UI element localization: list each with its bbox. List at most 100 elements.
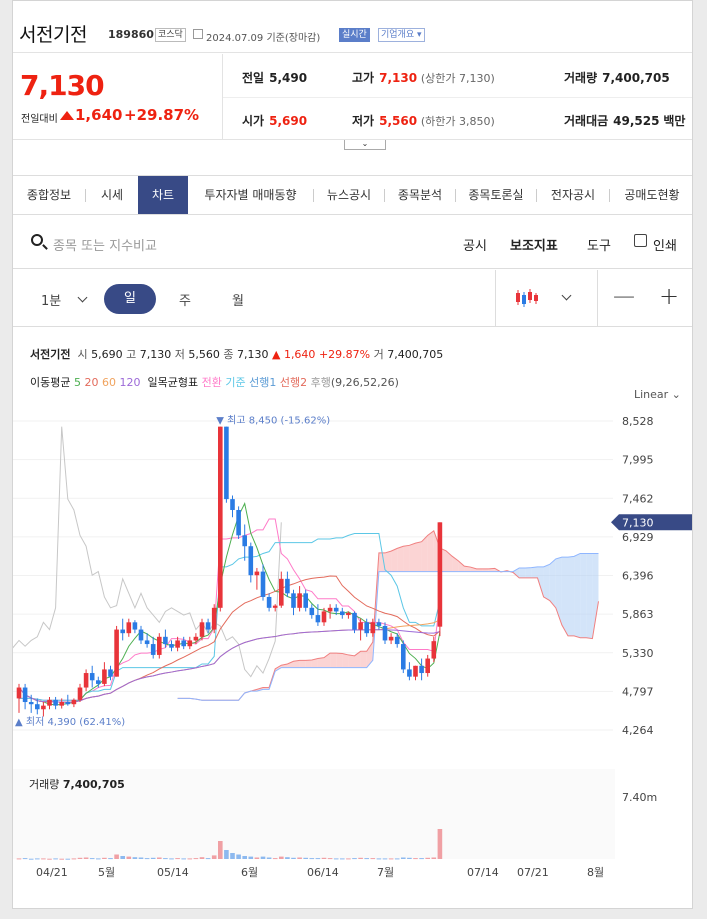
printer-icon[interactable] bbox=[634, 234, 647, 247]
tab-filings[interactable]: 전자공시 bbox=[550, 188, 596, 202]
volume-bar bbox=[419, 858, 424, 860]
volume-bar bbox=[333, 858, 339, 860]
zoom-out-button[interactable]: — bbox=[613, 284, 635, 309]
candle-chart-type-icon[interactable] bbox=[515, 287, 541, 309]
chevron-down-icon[interactable] bbox=[77, 292, 88, 303]
candle-body bbox=[41, 705, 46, 710]
realtime-button[interactable]: 실시간 bbox=[339, 28, 370, 42]
candle-body bbox=[340, 611, 345, 616]
expand-toggle-button[interactable]: ⌄ bbox=[344, 140, 386, 150]
y-tick-label: 4,264 bbox=[622, 724, 654, 737]
ichimoku-cloud bbox=[476, 568, 483, 572]
volume-bar bbox=[327, 858, 333, 860]
volume-bar bbox=[77, 857, 83, 859]
volume-bar bbox=[157, 857, 162, 859]
volume-bar bbox=[199, 857, 205, 859]
candle-body bbox=[285, 578, 290, 594]
ichimoku-cloud bbox=[403, 545, 410, 572]
ichimoku-cloud bbox=[543, 564, 550, 601]
ichimoku-cloud bbox=[354, 651, 361, 668]
period-minute[interactable]: 1분 bbox=[41, 294, 62, 309]
volume-bar bbox=[132, 857, 138, 859]
period-month[interactable]: 월 bbox=[232, 294, 244, 309]
volume-bar bbox=[169, 858, 174, 860]
tab-analysis[interactable]: 종목분석 bbox=[397, 188, 443, 202]
ichimoku-cloud bbox=[482, 568, 489, 572]
ichimoku-cloud bbox=[415, 541, 422, 572]
candle-body bbox=[22, 687, 28, 703]
tab-investor-trading[interactable]: 투자자별 매매동향 bbox=[204, 188, 297, 202]
candle-body bbox=[163, 636, 168, 645]
candle-body bbox=[102, 669, 107, 684]
candle-body bbox=[358, 622, 363, 630]
candle-body bbox=[169, 644, 174, 648]
candle-body bbox=[132, 622, 138, 630]
up-arrow-icon bbox=[60, 111, 74, 120]
volume-bar bbox=[437, 829, 443, 859]
volume-bar bbox=[193, 858, 199, 860]
zoom-in-button[interactable]: + bbox=[659, 282, 680, 310]
candle-body bbox=[59, 702, 64, 706]
volume-bar bbox=[260, 856, 266, 859]
candle-body bbox=[382, 625, 388, 641]
volume-bar bbox=[254, 857, 260, 859]
ichimoku-cloud bbox=[470, 567, 477, 572]
tab-news[interactable]: 뉴스공시 bbox=[326, 188, 372, 202]
ichimoku-cloud bbox=[580, 553, 587, 638]
candle-body bbox=[425, 658, 430, 674]
quote-volume: 거래량 7,400,705 bbox=[564, 71, 670, 85]
draw-tool-button[interactable]: 도구 bbox=[587, 239, 611, 254]
disclosure-button[interactable]: 공시 bbox=[463, 239, 487, 254]
company-info-button[interactable]: 기업개요 ▾ bbox=[378, 28, 425, 42]
candle-body bbox=[315, 615, 321, 623]
compare-search-input[interactable]: 종목 또는 지수비교 bbox=[53, 239, 157, 254]
ichimoku-cloud bbox=[561, 557, 568, 636]
min-price-label: ▲ 최저 4,390 (62.41%) bbox=[15, 716, 125, 728]
candle-body bbox=[413, 665, 418, 677]
chart-type-chevron-icon[interactable] bbox=[561, 290, 572, 301]
tab-quotes[interactable]: 시세 bbox=[100, 188, 124, 202]
quote-date: 2024.07.09 기준(장마감) bbox=[206, 33, 321, 44]
candle-body bbox=[333, 607, 339, 612]
tab-chart[interactable]: 차트 bbox=[138, 176, 188, 214]
volume-bar bbox=[218, 841, 223, 859]
price-chart[interactable]: 8,528 7,995 7,462 6,929 6,396 5,863 5,330 4,797… bbox=[13, 401, 693, 909]
ichimoku-cloud bbox=[458, 560, 465, 572]
x-tick-label: 6월 bbox=[241, 866, 258, 879]
ichimoku-cloud bbox=[549, 558, 556, 608]
volume-bar bbox=[388, 858, 394, 860]
candle-body bbox=[419, 665, 424, 674]
ichimoku-cloud bbox=[342, 653, 349, 668]
ichimoku-cloud bbox=[409, 543, 416, 572]
candle-body bbox=[199, 622, 205, 637]
ichimoku-cloud bbox=[397, 546, 404, 572]
tab-discussion[interactable]: 종목토론실 bbox=[468, 188, 524, 202]
volume-bar bbox=[181, 858, 186, 860]
price-summary: 7,130 전일대비 1,640 +29.87% 전일 5,490 고가 7,130… bbox=[13, 54, 692, 140]
candle-body bbox=[297, 593, 302, 608]
period-day[interactable]: 일 bbox=[104, 284, 156, 314]
ichimoku-cloud bbox=[464, 566, 471, 572]
print-button[interactable]: 인쇄 bbox=[653, 239, 677, 254]
volume-bar bbox=[138, 857, 144, 859]
candle-body bbox=[157, 636, 162, 655]
scale-mode-dropdown[interactable]: Linear ⌄ bbox=[634, 388, 681, 401]
ichimoku-cloud bbox=[275, 665, 282, 672]
volume-bar bbox=[425, 857, 430, 859]
volume-bar bbox=[413, 858, 418, 860]
volume-bar bbox=[22, 858, 28, 860]
ichimoku-cloud bbox=[568, 556, 575, 636]
tab-short-selling[interactable]: 공매도현황 bbox=[624, 188, 680, 202]
period-week[interactable]: 주 bbox=[179, 294, 191, 309]
ichimoku-cloud bbox=[391, 548, 398, 572]
current-price-tag-label: 7,130 bbox=[622, 516, 654, 529]
search-icon[interactable] bbox=[31, 234, 43, 246]
volume-bar bbox=[175, 858, 180, 860]
ohlc-legend: 서전기전 시 5,690 고 7,130 저 5,560 종 7,130 ▲ 1… bbox=[30, 348, 444, 361]
senkou-span-2-line bbox=[177, 552, 599, 701]
candle-body bbox=[242, 535, 247, 547]
tab-overview[interactable]: 종합정보 bbox=[26, 188, 72, 202]
indicator-button[interactable]: 보조지표 bbox=[510, 239, 558, 254]
candle-body bbox=[126, 622, 132, 634]
volume-bar bbox=[96, 858, 101, 860]
